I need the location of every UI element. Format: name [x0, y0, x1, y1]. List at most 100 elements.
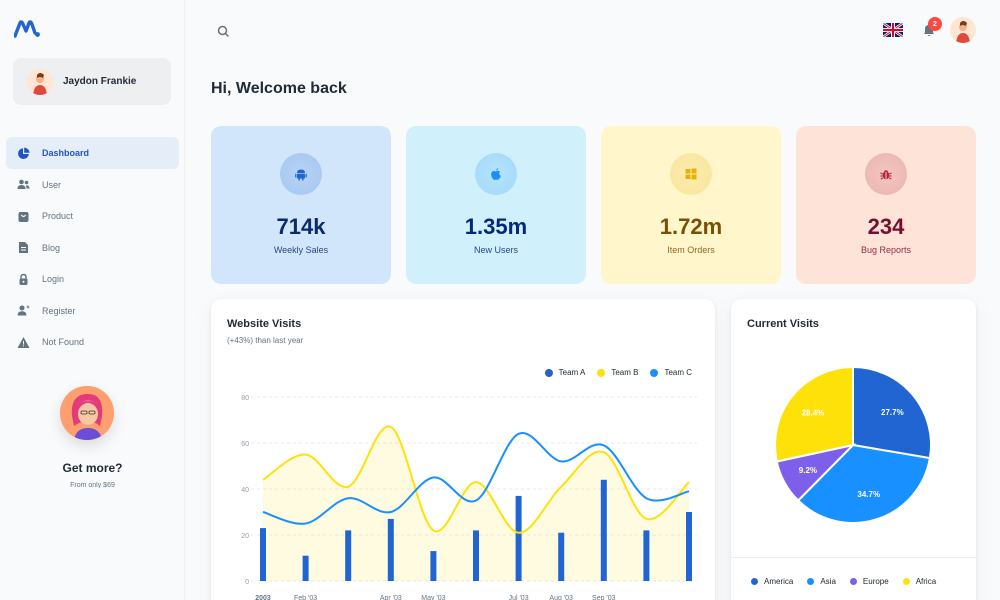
- team-a-bar: [600, 479, 607, 581]
- stat-value: 1.72m: [659, 214, 723, 239]
- sidebar-nav: Dashboard User Product Blog Login: [6, 137, 179, 358]
- uk-flag-icon[interactable]: [883, 23, 903, 37]
- legend-label: Europe: [862, 577, 889, 586]
- y-tick-label: 20: [241, 533, 249, 540]
- y-tick-label: 0: [245, 579, 249, 586]
- chart-title: Current Visits: [747, 318, 819, 330]
- website-visits-card: Website Visits (+43%) than last year Tea…: [211, 299, 715, 600]
- apple-icon: [475, 153, 517, 195]
- sidebar-item-not-found[interactable]: Not Found: [6, 326, 179, 358]
- stat-label: Item Orders: [667, 245, 715, 255]
- avatar[interactable]: [950, 17, 976, 43]
- sidebar: Jaydon Frankie Dashboard User Product Bl…: [0, 0, 185, 600]
- legend-item-africa[interactable]: Africa: [902, 577, 937, 586]
- team-b-line: [262, 425, 690, 534]
- website-visits-chart: 0 20 40 60 80 2003 Feb '03 Apr '03 May '03 Jul '0…: [241, 395, 697, 600]
- stat-label: Weekly Sales: [273, 245, 329, 255]
- pie-slice-label: 28.4%: [802, 409, 825, 418]
- minimal-logo-icon[interactable]: [13, 20, 40, 38]
- sidebar-item-label: Login: [42, 274, 65, 284]
- windows-icon: [670, 153, 712, 195]
- legend-label: Team C: [664, 368, 692, 377]
- promo-subtitle: From only $69: [70, 482, 115, 488]
- sidebar-item-login[interactable]: Login: [6, 263, 179, 295]
- sidebar-item-register[interactable]: Register: [6, 295, 179, 327]
- x-tick-label: May '03: [421, 595, 445, 600]
- person-add-icon: [17, 304, 30, 317]
- promo-illustration: [60, 386, 114, 440]
- x-tick-label: Feb '03: [294, 595, 317, 600]
- legend-dot: [544, 368, 553, 377]
- search-icon[interactable]: [214, 22, 232, 40]
- y-tick-label: 60: [241, 441, 249, 448]
- sidebar-item-label: Register: [42, 305, 76, 316]
- x-tick-label: 2003: [255, 595, 271, 600]
- team-a-bar: [387, 518, 394, 581]
- pie-slice[interactable]: [774, 365, 854, 463]
- chart-subtitle: (+43%) than last year: [227, 336, 304, 345]
- stat-value: 714k: [276, 214, 326, 239]
- notification-badge: 2: [928, 17, 942, 31]
- legend-dot: [902, 578, 910, 585]
- account-card[interactable]: Jaydon Frankie: [13, 58, 171, 105]
- current-visits-pie-chart: 27.7% 34.7% 9.2% 28.4%: [774, 365, 932, 524]
- pie-legend: America Asia Europe Africa: [751, 577, 950, 586]
- legend-item-europe[interactable]: Europe: [849, 577, 889, 586]
- alert-triangle-icon: [17, 336, 30, 349]
- legend-dot: [650, 368, 659, 377]
- legend-dot: [751, 578, 758, 585]
- team-a-bar: [260, 528, 266, 581]
- team-b-area: [263, 426, 689, 581]
- legend-label: Asia: [820, 577, 836, 586]
- sidebar-item-label: Product: [42, 211, 74, 221]
- pie-slice-label: 9.2%: [799, 466, 817, 475]
- avatar: [27, 68, 53, 95]
- x-tick-label: Apr '03: [380, 595, 402, 600]
- sidebar-item-blog[interactable]: Blog: [6, 232, 179, 264]
- sidebar-item-product[interactable]: Product: [6, 200, 179, 232]
- legend-label: Africa: [915, 577, 937, 586]
- pie-chart-icon: [17, 147, 30, 160]
- sidebar-item-label: Dashboard: [42, 148, 90, 158]
- divider: [731, 557, 976, 558]
- pie-slice[interactable]: [796, 443, 932, 524]
- stat-card-weekly-sales: 714k Weekly Sales: [211, 126, 391, 284]
- team-a-bar: [473, 530, 479, 581]
- team-a-bar: [430, 551, 437, 581]
- legend-item-team-a[interactable]: Team A: [544, 368, 586, 377]
- file-text-icon: [17, 241, 30, 254]
- team-a-bar: [558, 532, 565, 581]
- legend-item-team-b[interactable]: Team B: [597, 368, 638, 377]
- legend-dot: [807, 578, 815, 585]
- stat-label: New Users: [473, 245, 518, 255]
- legend-label: America: [764, 577, 794, 586]
- pie-slice-label: 34.7%: [857, 490, 880, 499]
- stat-value: 1.35m: [464, 214, 528, 239]
- team-a-bar: [302, 555, 309, 581]
- legend-label: Team A: [558, 368, 586, 377]
- current-visits-card: Current Visits 27.7% 34.7% 9.2% 28.4% Ameri…: [731, 299, 976, 600]
- team-a-bar: [515, 495, 522, 581]
- legend-item-asia[interactable]: Asia: [807, 577, 836, 586]
- sidebar-item-dashboard[interactable]: Dashboard: [6, 137, 179, 169]
- sidebar-item-label: Not Found: [42, 337, 85, 347]
- x-tick-label: Sep '03: [592, 595, 616, 600]
- pie-slice[interactable]: [852, 365, 932, 460]
- sidebar-item-user[interactable]: User: [6, 169, 179, 201]
- stat-card-new-users: 1.35m New Users: [406, 126, 586, 284]
- stat-card-bug-reports: 234 Bug Reports: [796, 126, 976, 284]
- legend-item-team-c[interactable]: Team C: [650, 368, 692, 377]
- legend-label: Team B: [611, 368, 639, 377]
- team-a-bar: [345, 530, 352, 581]
- people-icon: [17, 178, 30, 191]
- legend-dot: [849, 578, 857, 585]
- pie-slice-label: 27.7%: [881, 408, 904, 417]
- bug-icon: [865, 153, 907, 195]
- stat-label: Bug Reports: [860, 245, 912, 255]
- promo-title: Get more?: [62, 461, 123, 475]
- x-tick-label: Jul '03: [509, 595, 529, 600]
- chart-title: Website Visits: [227, 318, 302, 330]
- android-icon: [280, 153, 322, 195]
- sidebar-item-label: User: [42, 179, 62, 190]
- legend-item-america[interactable]: America: [751, 577, 793, 586]
